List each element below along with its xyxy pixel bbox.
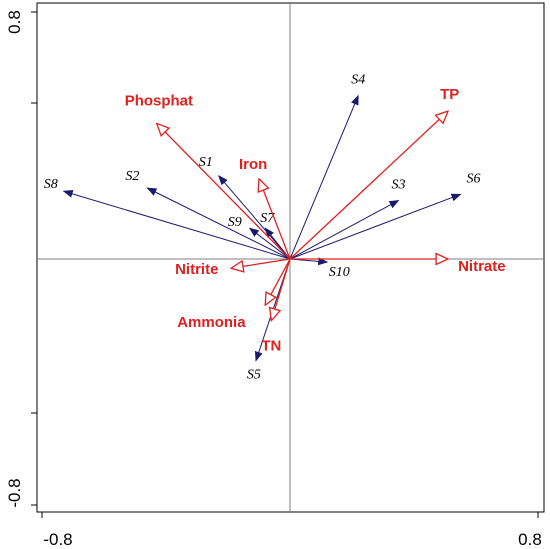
label-tp: TP [440,86,459,103]
label-s5: S5 [247,368,261,383]
arrow-s2 [146,187,291,260]
label-s2: S2 [125,169,139,184]
y-axis-ticks [31,11,37,506]
arrow-nitrite [231,258,291,268]
site-arrows: S1 S2 S3 S4 S5 S6 S7 S8 S9 S10 [44,73,481,383]
label-s4: S4 [351,73,365,88]
arrow-s3 [289,199,400,260]
label-phosphat: Phosphat [125,92,193,109]
arrow-s1 [218,175,291,260]
arrow-iron [259,179,291,260]
arrow-tp [289,111,448,260]
label-ammonia: Ammonia [177,314,246,331]
y-tick-label-max: 0.8 [5,10,24,34]
label-s10: S10 [329,265,350,280]
arrow-s6 [289,193,462,260]
label-s8: S8 [44,177,58,192]
label-s1: S1 [199,155,213,170]
label-iron: Iron [239,156,267,173]
x-tick-label-max: 0.8 [518,530,542,549]
arrow-s9 [248,227,291,260]
x-axis-ticks [41,512,539,518]
label-s6: S6 [467,171,481,186]
environment-arrows: Phosphat Iron TP Nitrite Nitrate Ammonia TN [125,86,506,355]
arrow-ammonia [265,258,291,305]
y-tick-label-min: -0.8 [5,478,24,507]
label-s9: S9 [228,215,242,230]
label-nitrate: Nitrate [458,258,506,275]
arrow-s7 [264,227,291,260]
label-tn: TN [261,338,281,355]
arrow-tn [271,258,291,321]
arrow-s8 [62,189,291,260]
label-s7: S7 [260,211,275,226]
label-s3: S3 [392,177,406,192]
arrow-phosphat [157,123,291,260]
label-nitrite: Nitrite [175,261,218,278]
x-tick-label-min: -0.8 [43,530,72,549]
arrow-s4 [289,94,359,260]
